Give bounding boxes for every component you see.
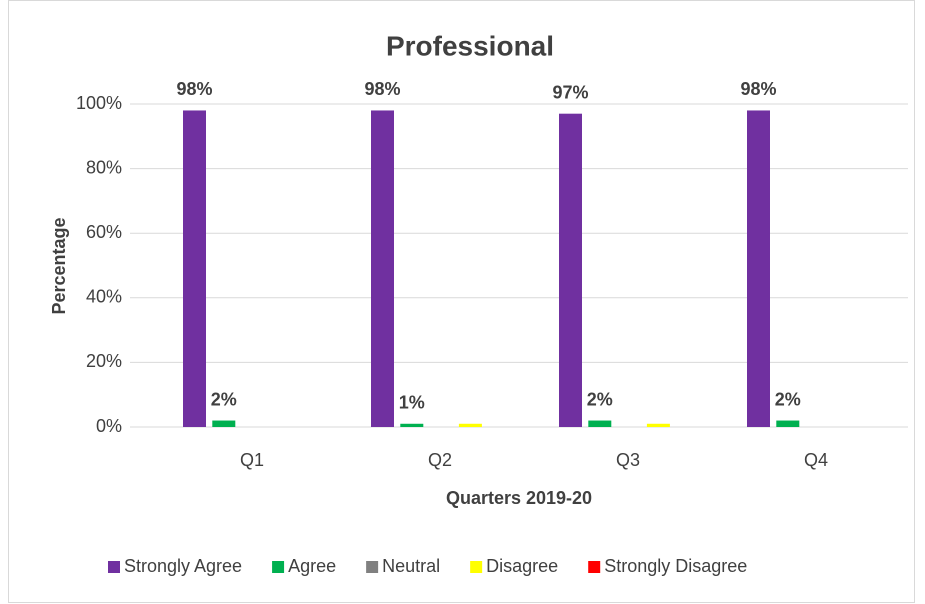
- y-tick-label: 80%: [86, 157, 122, 177]
- y-axis-label: Percentage: [49, 217, 69, 314]
- bar: [458, 423, 482, 427]
- chart-title: Professional: [386, 30, 554, 61]
- bar: [588, 420, 612, 427]
- y-tick-label: 60%: [86, 222, 122, 242]
- legend-swatch: [108, 561, 120, 573]
- bar: [183, 110, 206, 428]
- x-tick-label: Q2: [428, 450, 452, 470]
- data-label: 2%: [211, 389, 237, 409]
- bar: [747, 110, 770, 428]
- data-label: 97%: [552, 82, 588, 102]
- legend-label: Agree: [288, 556, 336, 576]
- legend-label: Disagree: [486, 556, 558, 576]
- bar: [646, 423, 670, 427]
- legend-swatch: [272, 561, 285, 573]
- data-label: 1%: [399, 393, 425, 413]
- legend-swatch: [588, 561, 601, 573]
- y-tick-label: 0%: [96, 416, 122, 436]
- bar: [559, 113, 582, 427]
- legend-label: Neutral: [382, 556, 440, 576]
- x-tick-label: Q4: [804, 450, 828, 470]
- data-label: 2%: [775, 389, 801, 409]
- x-tick-label: Q1: [240, 450, 264, 470]
- bar: [371, 110, 394, 428]
- data-label: 2%: [587, 389, 613, 409]
- y-tick-label: 20%: [86, 351, 122, 371]
- data-label: 98%: [740, 79, 776, 99]
- y-tick-label: 100%: [76, 93, 122, 113]
- bar: [776, 420, 800, 427]
- legend-swatch: [366, 561, 379, 573]
- y-tick-label: 40%: [86, 287, 122, 307]
- bar: [400, 423, 424, 427]
- data-label: 98%: [364, 79, 400, 99]
- chart-frame: [8, 0, 915, 603]
- x-tick-label: Q3: [616, 450, 640, 470]
- x-axis-label: Quarters 2019-20: [446, 488, 592, 508]
- legend-label: Strongly Agree: [124, 556, 242, 576]
- bar: [212, 420, 236, 427]
- legend-label: Strongly Disagree: [604, 556, 747, 576]
- data-label: 98%: [176, 79, 212, 99]
- legend-swatch: [470, 561, 483, 573]
